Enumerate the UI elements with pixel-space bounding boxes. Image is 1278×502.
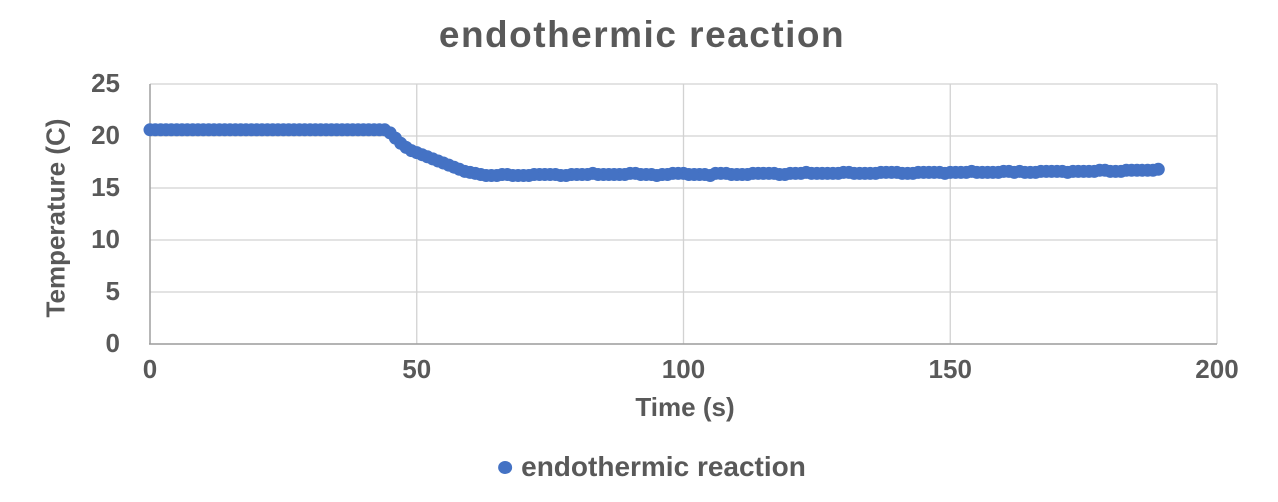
y-tick-label: 0: [105, 328, 120, 358]
x-tick-label: 100: [661, 354, 706, 384]
y-tick-label: 10: [91, 224, 120, 254]
data-point: [1151, 162, 1165, 176]
legend: endothermic reaction: [498, 451, 806, 483]
x-tick-label: 200: [1195, 354, 1239, 384]
x-axis-title: Time (s): [635, 392, 735, 422]
y-tick-label: 25: [91, 68, 120, 98]
legend-label: endothermic reaction: [521, 451, 806, 482]
x-tick-label: 150: [928, 354, 972, 384]
circle-marker-icon: [498, 460, 513, 474]
y-tick-label: 15: [91, 172, 120, 202]
y-tick-label: 5: [105, 276, 120, 306]
y-axis-title: Temperature (C): [40, 118, 71, 318]
x-tick-label: 50: [402, 354, 432, 384]
chart-title: endothermic reaction: [438, 14, 846, 55]
y-tick-label: 20: [91, 120, 120, 150]
x-tick-label: 0: [142, 354, 158, 384]
